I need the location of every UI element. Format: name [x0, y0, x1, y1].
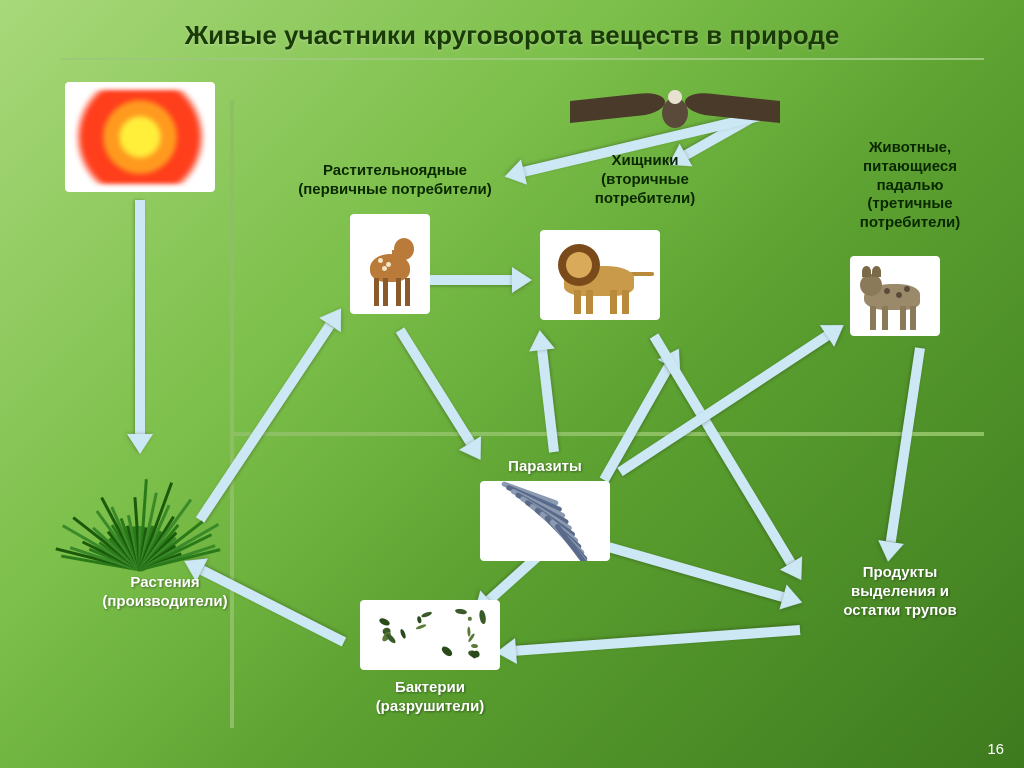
bacteria-label: Бактерии(разрушители): [350, 679, 510, 717]
lion-node: [540, 230, 660, 325]
sun-icon: [65, 82, 215, 192]
parasites-icon: [480, 481, 610, 561]
plant-icon: [90, 470, 190, 570]
herbivores-label: Растительноядные(первичные потребители): [280, 162, 510, 200]
title-underline: [60, 58, 984, 60]
hyena-node: [850, 256, 940, 341]
frame-vertical: [230, 100, 234, 728]
waste-node: Продуктывыделения иостатки трупов: [800, 560, 1000, 620]
predators-label-node: Хищники(вторичныепотребители): [560, 148, 730, 208]
herbivores-label-node: Растительноядные(первичные потребители): [280, 158, 510, 200]
bacteria-icon: [360, 600, 500, 670]
plants-node: Растения(производители): [90, 470, 240, 612]
hyena-icon: [850, 256, 940, 336]
parasites-label: Паразиты: [508, 458, 582, 477]
bacteria-node: Бактерии(разрушители): [350, 600, 510, 717]
scavengers-label: Животные,питающиесяпадалью(третичныепотр…: [820, 139, 1000, 233]
page-number: 16: [987, 741, 1004, 758]
sun-node: [65, 82, 215, 197]
deer-node: [350, 214, 430, 319]
waste-label: Продуктывыделения иостатки трупов: [800, 564, 1000, 620]
lion-icon: [540, 230, 660, 320]
plants-label: Растения(производители): [90, 574, 240, 612]
page-title: Живые участники круговорота веществ в пр…: [51, 20, 973, 51]
scavengers-label-node: Животные,питающиесяпадалью(третичныепотр…: [820, 135, 1000, 233]
parasites-node: Паразиты: [460, 458, 630, 566]
eagle-node: [570, 78, 780, 138]
predators-label: Хищники(вторичныепотребители): [560, 152, 730, 208]
frame-horizontal: [230, 432, 984, 436]
eagle-icon: [570, 78, 780, 138]
deer-icon: [350, 214, 430, 314]
